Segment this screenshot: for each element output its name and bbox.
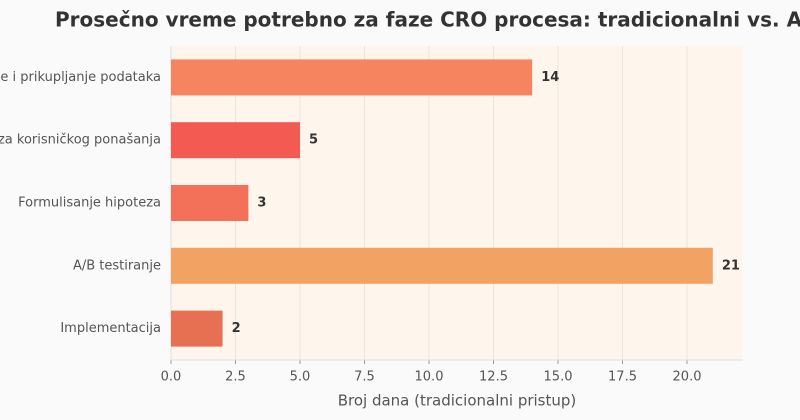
chart-title: Prosečno vreme potrebno za faze CRO proc…	[55, 8, 800, 32]
bar	[171, 59, 533, 96]
value-label: 2	[232, 321, 241, 336]
x-axis-label: Broj dana (tradicionalni pristup)	[338, 392, 577, 410]
x-tick-label: 7.5	[354, 370, 375, 385]
value-label: 14	[541, 70, 559, 85]
bar	[171, 310, 223, 347]
x-tick-label: 20.0	[673, 370, 702, 385]
y-tick-label: A/B testiranje	[73, 258, 161, 273]
x-tick-label: 10.0	[415, 370, 444, 385]
plot-area	[171, 46, 743, 360]
bar	[171, 247, 713, 284]
x-tick-label: 15.0	[544, 370, 573, 385]
bar	[171, 122, 301, 159]
value-label: 21	[722, 258, 740, 273]
y-tick-label: Implementacija	[60, 321, 161, 336]
value-label: 5	[309, 133, 318, 148]
x-tick-label: 0.0	[161, 370, 182, 385]
bar	[171, 185, 249, 221]
y-tick-label: iza korisničkog ponašanja	[0, 133, 161, 148]
y-tick-label: je i prikupljanje podataka	[0, 70, 161, 85]
x-tick-label: 5.0	[290, 370, 311, 385]
x-tick-label: 12.5	[479, 370, 508, 385]
x-tick-label: 17.5	[608, 370, 637, 385]
value-label: 3	[257, 196, 266, 211]
x-tick-label: 2.5	[225, 370, 246, 385]
y-tick-label: Formulisanje hipoteza	[18, 196, 161, 211]
